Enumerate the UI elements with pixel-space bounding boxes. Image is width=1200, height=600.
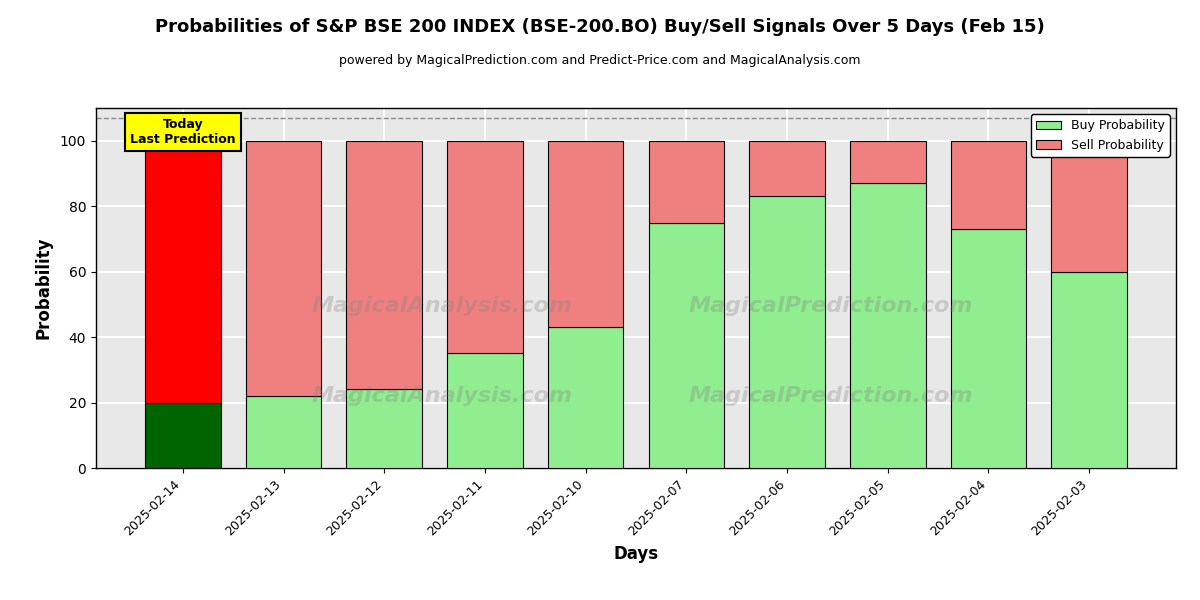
Bar (448, 141, 523, 353)
Bar (950, 141, 1026, 229)
Bar (548, 141, 624, 327)
Bar (648, 141, 724, 223)
Text: MagicalAnalysis.com: MagicalAnalysis.com (311, 296, 572, 316)
Text: MagicalPrediction.com: MagicalPrediction.com (688, 386, 973, 406)
Bar (850, 183, 925, 468)
Bar (548, 327, 624, 468)
Bar (145, 403, 221, 468)
Bar (246, 141, 322, 396)
Bar (749, 196, 824, 468)
Bar (950, 229, 1026, 468)
Bar (850, 141, 925, 183)
Legend: Buy Probability, Sell Probability: Buy Probability, Sell Probability (1031, 114, 1170, 157)
Text: powered by MagicalPrediction.com and Predict-Price.com and MagicalAnalysis.com: powered by MagicalPrediction.com and Pre… (340, 54, 860, 67)
Bar (749, 141, 824, 196)
Bar (246, 396, 322, 468)
Text: Probabilities of S&P BSE 200 INDEX (BSE-200.BO) Buy/Sell Signals Over 5 Days (Fe: Probabilities of S&P BSE 200 INDEX (BSE-… (155, 18, 1045, 36)
Y-axis label: Probability: Probability (35, 237, 53, 339)
Bar (347, 141, 422, 389)
Text: MagicalPrediction.com: MagicalPrediction.com (688, 296, 973, 316)
Text: MagicalAnalysis.com: MagicalAnalysis.com (311, 386, 572, 406)
Bar (347, 389, 422, 468)
Bar (448, 353, 523, 468)
Text: Today
Last Prediction: Today Last Prediction (130, 118, 235, 146)
Bar (648, 223, 724, 468)
X-axis label: Days: Days (613, 545, 659, 563)
Bar (145, 141, 221, 403)
Bar (1051, 272, 1127, 468)
Bar (1051, 141, 1127, 272)
